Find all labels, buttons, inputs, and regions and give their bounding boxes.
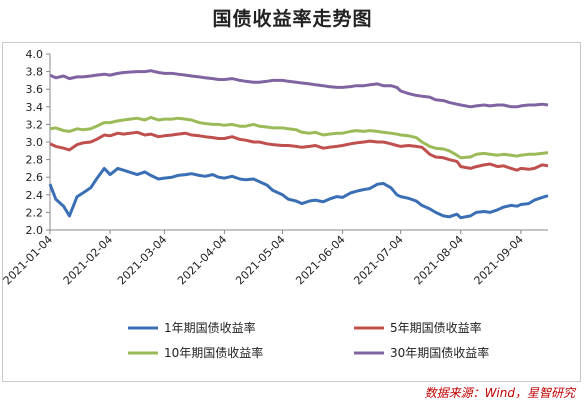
x-tick-label: 2021-08-04 [412,233,466,287]
chart-title: 国债收益率走势图 [212,8,373,30]
series-line-2 [49,130,549,172]
y-tick-label: 2.2 [26,206,44,219]
y-tick-label: 3.6 [26,83,44,96]
y-tick-label: 2.8 [26,154,44,167]
x-tick-label: 2021-06-04 [293,233,347,287]
legend-label: 30年期国债收益率 [390,345,489,360]
y-tick-label: 2.0 [26,224,44,237]
y-tick-label: 4.0 [26,48,44,61]
y-tick-label: 2.4 [26,189,44,202]
y-tick-label: 3.0 [26,136,44,149]
x-tick-label: 2021-02-04 [61,233,115,287]
x-tick-label: 2021-09-04 [472,233,526,287]
series-line-4 [49,69,549,109]
series-line-3 [49,115,549,160]
x-tick-label: 2021-03-04 [115,233,169,287]
x-tick-label: 2021-04-04 [175,233,229,287]
y-tick-label: 3.8 [26,66,44,79]
data-source-note: 数据来源：Wind，星智研究 [424,386,575,400]
series-line-1 [48,166,549,220]
series-lines [48,69,549,220]
chart-frame [2,42,581,382]
y-tick-label: 2.6 [26,171,44,184]
y-axis: 4.0 3.8 3.6 3.4 3.2 3.0 2.8 2.6 2.4 2.2 2.0 [26,48,51,237]
x-tick-label: 2021-05-04 [233,233,287,287]
y-tick-label: 3.2 [26,118,44,131]
legend-label: 10年期国债收益率 [164,345,263,360]
legend-label: 1年期国债收益率 [164,320,256,335]
x-tick-label: 2021-07-04 [351,233,405,287]
legend: 1年期国债收益率 5年期国债收益率 10年期国债收益率 30年期国债收益率 [128,320,489,360]
legend-label: 5年期国债收益率 [390,320,482,335]
x-tick-label: 2021-01-04 [1,233,55,287]
x-axis: 2021-01-04 2021-02-04 2021-03-04 2021-04-04… [1,229,548,287]
y-tick-label: 3.4 [26,101,44,114]
